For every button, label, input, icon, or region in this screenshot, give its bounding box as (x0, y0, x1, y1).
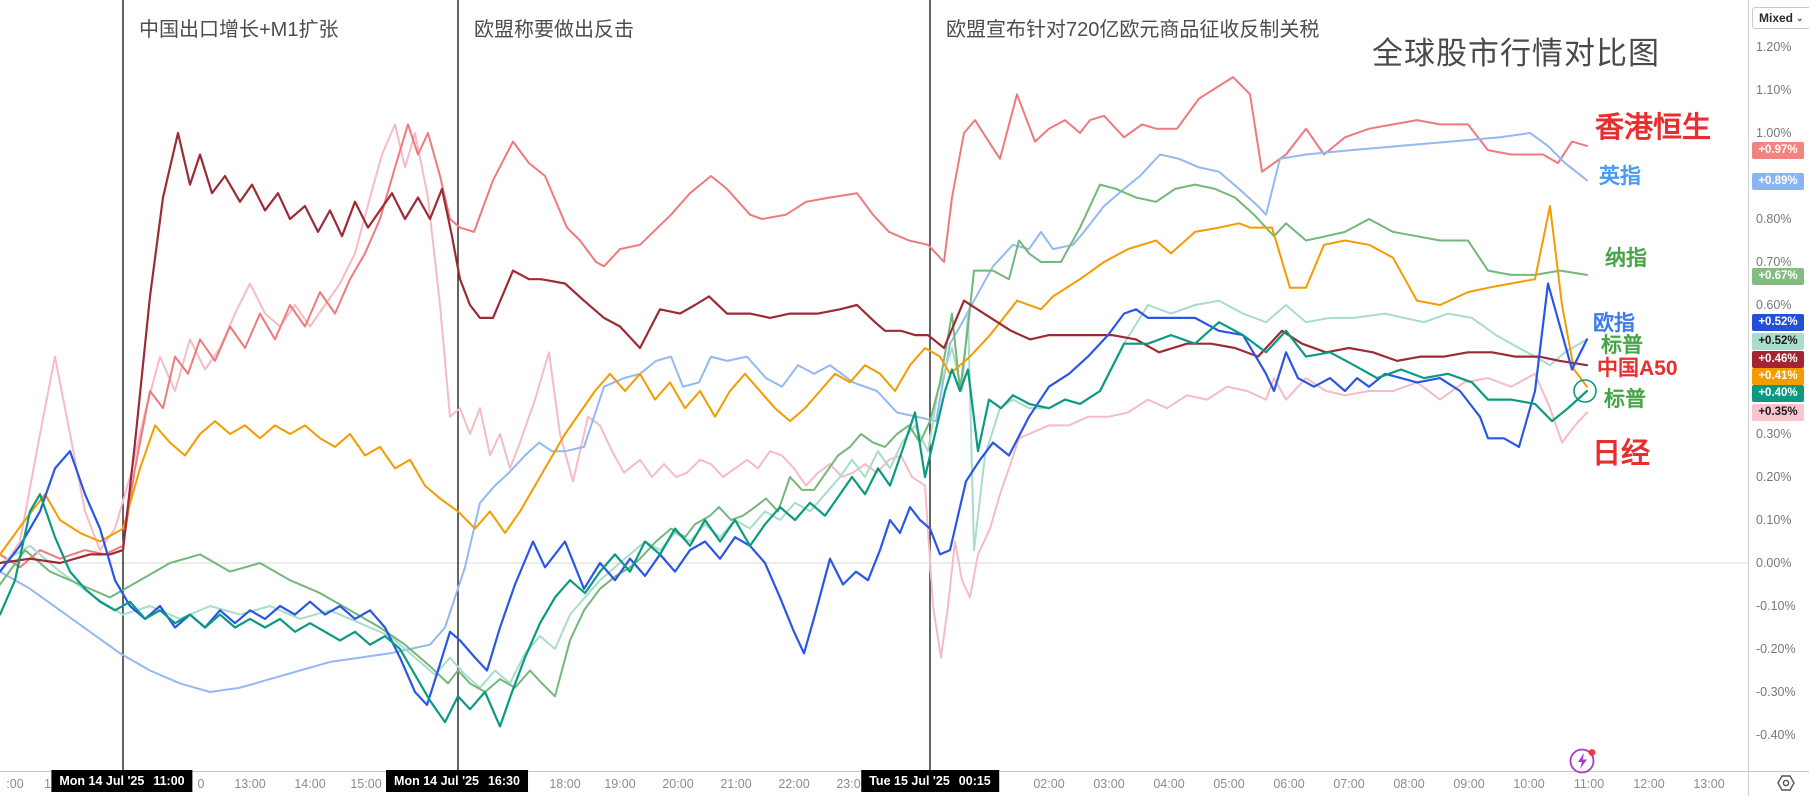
events-lightning-icon[interactable] (1566, 744, 1600, 778)
chevron-down-icon: ⌄ (1796, 12, 1804, 23)
x-tick-13:00: 13:00 (234, 777, 266, 791)
series-line-橙线(未标注) (0, 205, 1588, 556)
price-badge-3: +0.52% (1752, 313, 1804, 331)
x-tick-15:00: 15:00 (350, 777, 382, 791)
mixed-scale-dropdown[interactable]: Mixed ⌄ (1752, 7, 1809, 29)
y-axis-label-1.00%: 1.00% (1756, 126, 1792, 140)
x-tick-0: 0 (197, 777, 205, 791)
settings-gear-icon[interactable] (1776, 774, 1796, 792)
event-annotation-1: 中国出口增长+M1扩张 (139, 19, 339, 41)
series-line-标普 (0, 321, 1589, 728)
y-axis-label-1.10%: 1.10% (1756, 83, 1792, 97)
y-axis-label-1.20%: 1.20% (1756, 40, 1792, 54)
date-badge-date: Mon 14 Jul '25 (394, 774, 479, 788)
x-tick-03:00: 03:00 (1093, 777, 1125, 791)
y-axis-label-0.10%: 0.10% (1756, 513, 1792, 527)
series-label-sp1: 标普 (1601, 334, 1643, 357)
series-line-纳指 (0, 183, 1588, 698)
x-tick-12:00: 12:00 (1633, 777, 1665, 791)
series-line-标普(近月) (0, 299, 1588, 689)
y-axis-label--0.40%: -0.40% (1756, 728, 1796, 742)
price-badge-5: +0.46% (1752, 350, 1804, 368)
x-tick-14:00: 14:00 (294, 777, 326, 791)
x-tick-18:00: 18:00 (549, 777, 581, 791)
price-badge-2: +0.67% (1752, 267, 1804, 285)
price-badge-1: +0.89% (1752, 172, 1804, 190)
event-annotation-2: 欧盟称要做出反击 (474, 19, 634, 41)
x-tick-:00: :00 (6, 777, 24, 791)
x-tick-21:00: 21:00 (720, 777, 752, 791)
y-axis-label-0.30%: 0.30% (1756, 427, 1792, 441)
x-tick-09:00: 09:00 (1453, 777, 1485, 791)
price-badge-4: +0.52% (1752, 332, 1804, 350)
event-annotation-3: 欧盟宣布针对720亿欧元商品征收反制关税 (946, 19, 1320, 41)
series-label-nasdaq: 纳指 (1605, 247, 1647, 270)
y-axis-label-0.70%: 0.70% (1756, 255, 1792, 269)
price-badge-0: +0.97% (1752, 141, 1804, 159)
y-axis-label--0.30%: -0.30% (1756, 685, 1796, 699)
y-axis-label-0.80%: 0.80% (1756, 212, 1792, 226)
page-title: 全球股市行情对比图 (1372, 36, 1660, 71)
series-label-a50: 中国A50 (1597, 357, 1678, 380)
series-label-uk: 英指 (1599, 165, 1641, 188)
series-line-香港恒生 (0, 76, 1588, 569)
date-badge-date: Mon 14 Jul '25 (59, 774, 145, 788)
x-tick-06:00: 06:00 (1273, 777, 1305, 791)
series-line-欧指 (0, 282, 1589, 706)
x-tick-10:00: 10:00 (1513, 777, 1545, 791)
date-badge-1: Mon 14 Jul '25 11:00 (51, 770, 193, 792)
price-axis-border (1748, 0, 1749, 796)
x-tick-07:00: 07:00 (1333, 777, 1365, 791)
x-tick-20:00: 20:00 (662, 777, 694, 791)
series-label-nikkei: 日经 (1592, 438, 1651, 470)
date-badge-3: Tue 15 Jul '25 00:15 (861, 770, 999, 792)
x-tick-11:00: 11:00 (1573, 777, 1605, 791)
x-tick-05:00: 05:00 (1213, 777, 1245, 791)
x-tick-08:00: 08:00 (1393, 777, 1425, 791)
y-axis-label-0.20%: 0.20% (1756, 470, 1792, 484)
date-badge-2: Mon 14 Jul '25 16:30 (386, 770, 528, 792)
x-tick-02:00: 02:00 (1033, 777, 1065, 791)
y-axis-label-0.60%: 0.60% (1756, 298, 1792, 312)
x-tick-19:00: 19:00 (604, 777, 636, 791)
series-label-hangseng: 香港恒生 (1595, 112, 1712, 144)
series-label-sp2: 标普 (1604, 388, 1646, 411)
y-axis-label--0.20%: -0.20% (1756, 642, 1796, 656)
date-badge-time: 11:00 (153, 774, 185, 788)
x-tick-13:00: 13:00 (1693, 777, 1725, 791)
last-point-marker (1573, 379, 1597, 403)
series-line-英指 (0, 132, 1588, 693)
date-badge-time: 16:30 (487, 774, 520, 788)
series-line-中国A50 (0, 131, 1589, 565)
date-badge-date: Tue 15 Jul '25 (869, 774, 950, 788)
x-tick-22:00: 22:00 (778, 777, 810, 791)
date-badge-time: 00:15 (958, 774, 991, 788)
series-label-europe: 欧指 (1593, 312, 1635, 335)
y-axis-label-0.00%: 0.00% (1756, 556, 1792, 570)
y-axis-label--0.10%: -0.10% (1756, 599, 1796, 613)
mixed-scale-label: Mixed (1759, 11, 1794, 25)
price-badge-7: +0.40% (1752, 384, 1804, 402)
price-badge-6: +0.41% (1752, 367, 1804, 385)
series-line-日经 (0, 123, 1588, 659)
price-badge-8: +0.35% (1752, 403, 1804, 421)
x-tick-04:00: 04:00 (1153, 777, 1185, 791)
x-tick-23:00: 23:00 (836, 777, 868, 791)
